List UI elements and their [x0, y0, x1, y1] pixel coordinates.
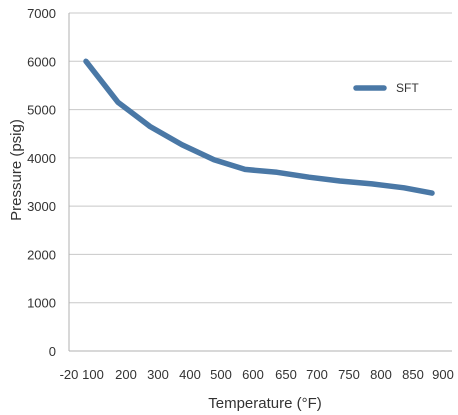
x-axis-ticks: -20 100 200 300 400 500 600 650 700 750 800 850 900	[60, 367, 454, 382]
x-tick-label: 700	[306, 367, 328, 382]
y-tick-label: 2000	[27, 247, 56, 262]
data-point	[213, 159, 215, 161]
data-point	[431, 192, 433, 194]
data-point	[149, 125, 151, 127]
data-point	[403, 187, 405, 189]
x-tick-label: 300	[147, 367, 169, 382]
x-tick-label: 750	[338, 367, 360, 382]
data-point	[371, 183, 373, 185]
y-axis-title: Pressure (psig)	[8, 119, 25, 221]
y-tick-label: 5000	[27, 103, 56, 118]
x-tick-label: 100	[82, 367, 104, 382]
x-tick-label: 400	[179, 367, 201, 382]
x-tick-label: 650	[275, 367, 297, 382]
series-line-sft	[83, 58, 435, 196]
y-tick-label: 6000	[27, 54, 56, 69]
data-point	[181, 144, 183, 146]
legend: SFT	[353, 81, 419, 95]
x-tick-label: 200	[115, 367, 137, 382]
gridlines	[69, 12, 452, 304]
y-tick-label: 7000	[27, 6, 56, 21]
data-point	[85, 60, 87, 62]
data-point	[339, 180, 341, 182]
x-tick-label: 500	[210, 367, 232, 382]
x-axis-title: Temperature (°F)	[208, 395, 322, 412]
y-tick-label: 4000	[27, 151, 56, 166]
data-point	[117, 101, 119, 103]
y-axis-ticks: 0 1000 2000 3000 4000 5000 6000 7000	[27, 6, 56, 359]
x-tick-label: 900	[432, 367, 454, 382]
data-point	[276, 171, 278, 173]
x-tick-label: 600	[242, 367, 264, 382]
x-tick-label: 850	[402, 367, 424, 382]
legend-label-sft: SFT	[396, 81, 419, 95]
series-group	[83, 58, 435, 196]
y-tick-label: 3000	[27, 199, 56, 214]
data-point	[244, 168, 246, 170]
y-tick-label: 1000	[27, 296, 56, 311]
y-tick-label: 0	[49, 344, 56, 359]
x-tick-label: -20	[60, 367, 79, 382]
data-point	[308, 176, 310, 178]
x-tick-label: 800	[370, 367, 392, 382]
